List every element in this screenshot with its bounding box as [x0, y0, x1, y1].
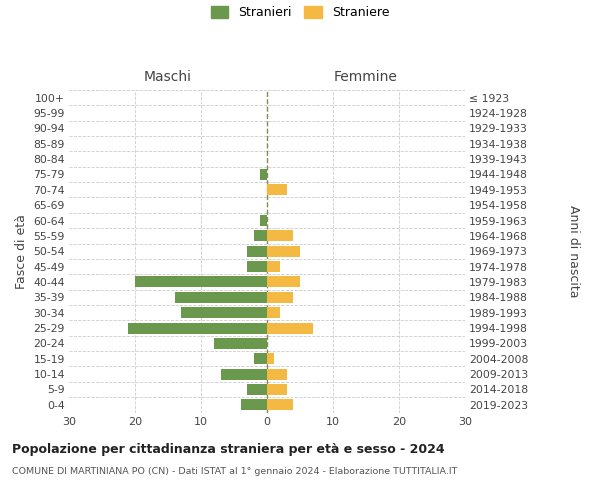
Bar — [260, 215, 267, 226]
Bar — [267, 261, 280, 272]
Bar — [267, 322, 313, 334]
Bar — [135, 276, 267, 287]
Bar — [267, 368, 287, 380]
Bar — [254, 353, 267, 364]
Bar — [175, 292, 267, 303]
Bar — [267, 276, 300, 287]
Text: Femmine: Femmine — [334, 70, 398, 84]
Bar — [247, 246, 267, 257]
Bar — [241, 400, 267, 410]
Bar — [267, 307, 280, 318]
Y-axis label: Fasce di età: Fasce di età — [15, 214, 28, 288]
Bar — [128, 322, 267, 334]
Legend: Stranieri, Straniere: Stranieri, Straniere — [211, 6, 389, 20]
Bar — [221, 368, 267, 380]
Bar — [267, 230, 293, 241]
Bar — [247, 261, 267, 272]
Bar — [267, 246, 300, 257]
Y-axis label: Anni di nascita: Anni di nascita — [568, 205, 580, 298]
Bar — [254, 230, 267, 241]
Bar — [267, 353, 274, 364]
Text: Popolazione per cittadinanza straniera per età e sesso - 2024: Popolazione per cittadinanza straniera p… — [12, 442, 445, 456]
Bar — [214, 338, 267, 349]
Text: COMUNE DI MARTINIANA PO (CN) - Dati ISTAT al 1° gennaio 2024 - Elaborazione TUTT: COMUNE DI MARTINIANA PO (CN) - Dati ISTA… — [12, 468, 457, 476]
Bar — [260, 169, 267, 180]
Bar — [267, 384, 287, 395]
Bar — [267, 292, 293, 303]
Bar — [181, 307, 267, 318]
Text: Maschi: Maschi — [144, 70, 192, 84]
Bar — [247, 384, 267, 395]
Bar — [267, 184, 287, 196]
Bar — [267, 400, 293, 410]
